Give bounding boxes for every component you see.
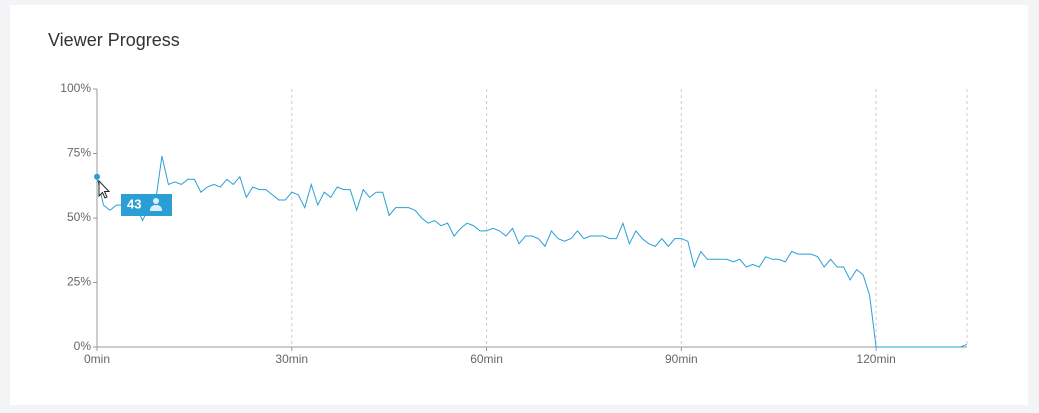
y-tick-label: 75% — [67, 146, 91, 160]
y-tick-label: 100% — [60, 81, 91, 95]
tooltip: 43 — [121, 194, 172, 216]
hover-point — [94, 173, 100, 180]
x-tick-label: 90min — [665, 352, 698, 366]
y-tick-label: 50% — [67, 210, 91, 224]
x-tick-label: 120min — [856, 352, 895, 366]
cursor — [98, 179, 111, 199]
card — [10, 5, 1028, 405]
x-tick-label: 0min — [84, 352, 110, 366]
person-icon-body — [150, 205, 162, 211]
plot: 0min 30min 60min 90min 120min 0% 25% 50% 75% 100%… — [60, 81, 968, 366]
y-tick-label: 0% — [74, 339, 92, 353]
chart-title: Viewer Progress — [48, 30, 180, 50]
person-icon-head — [153, 198, 159, 204]
x-tick-label: 60min — [470, 352, 503, 366]
line — [96, 155, 968, 348]
y-tick-label: 25% — [67, 275, 91, 289]
x-tick-label: 30min — [275, 352, 308, 366]
tooltip-value: 43 — [127, 196, 141, 211]
